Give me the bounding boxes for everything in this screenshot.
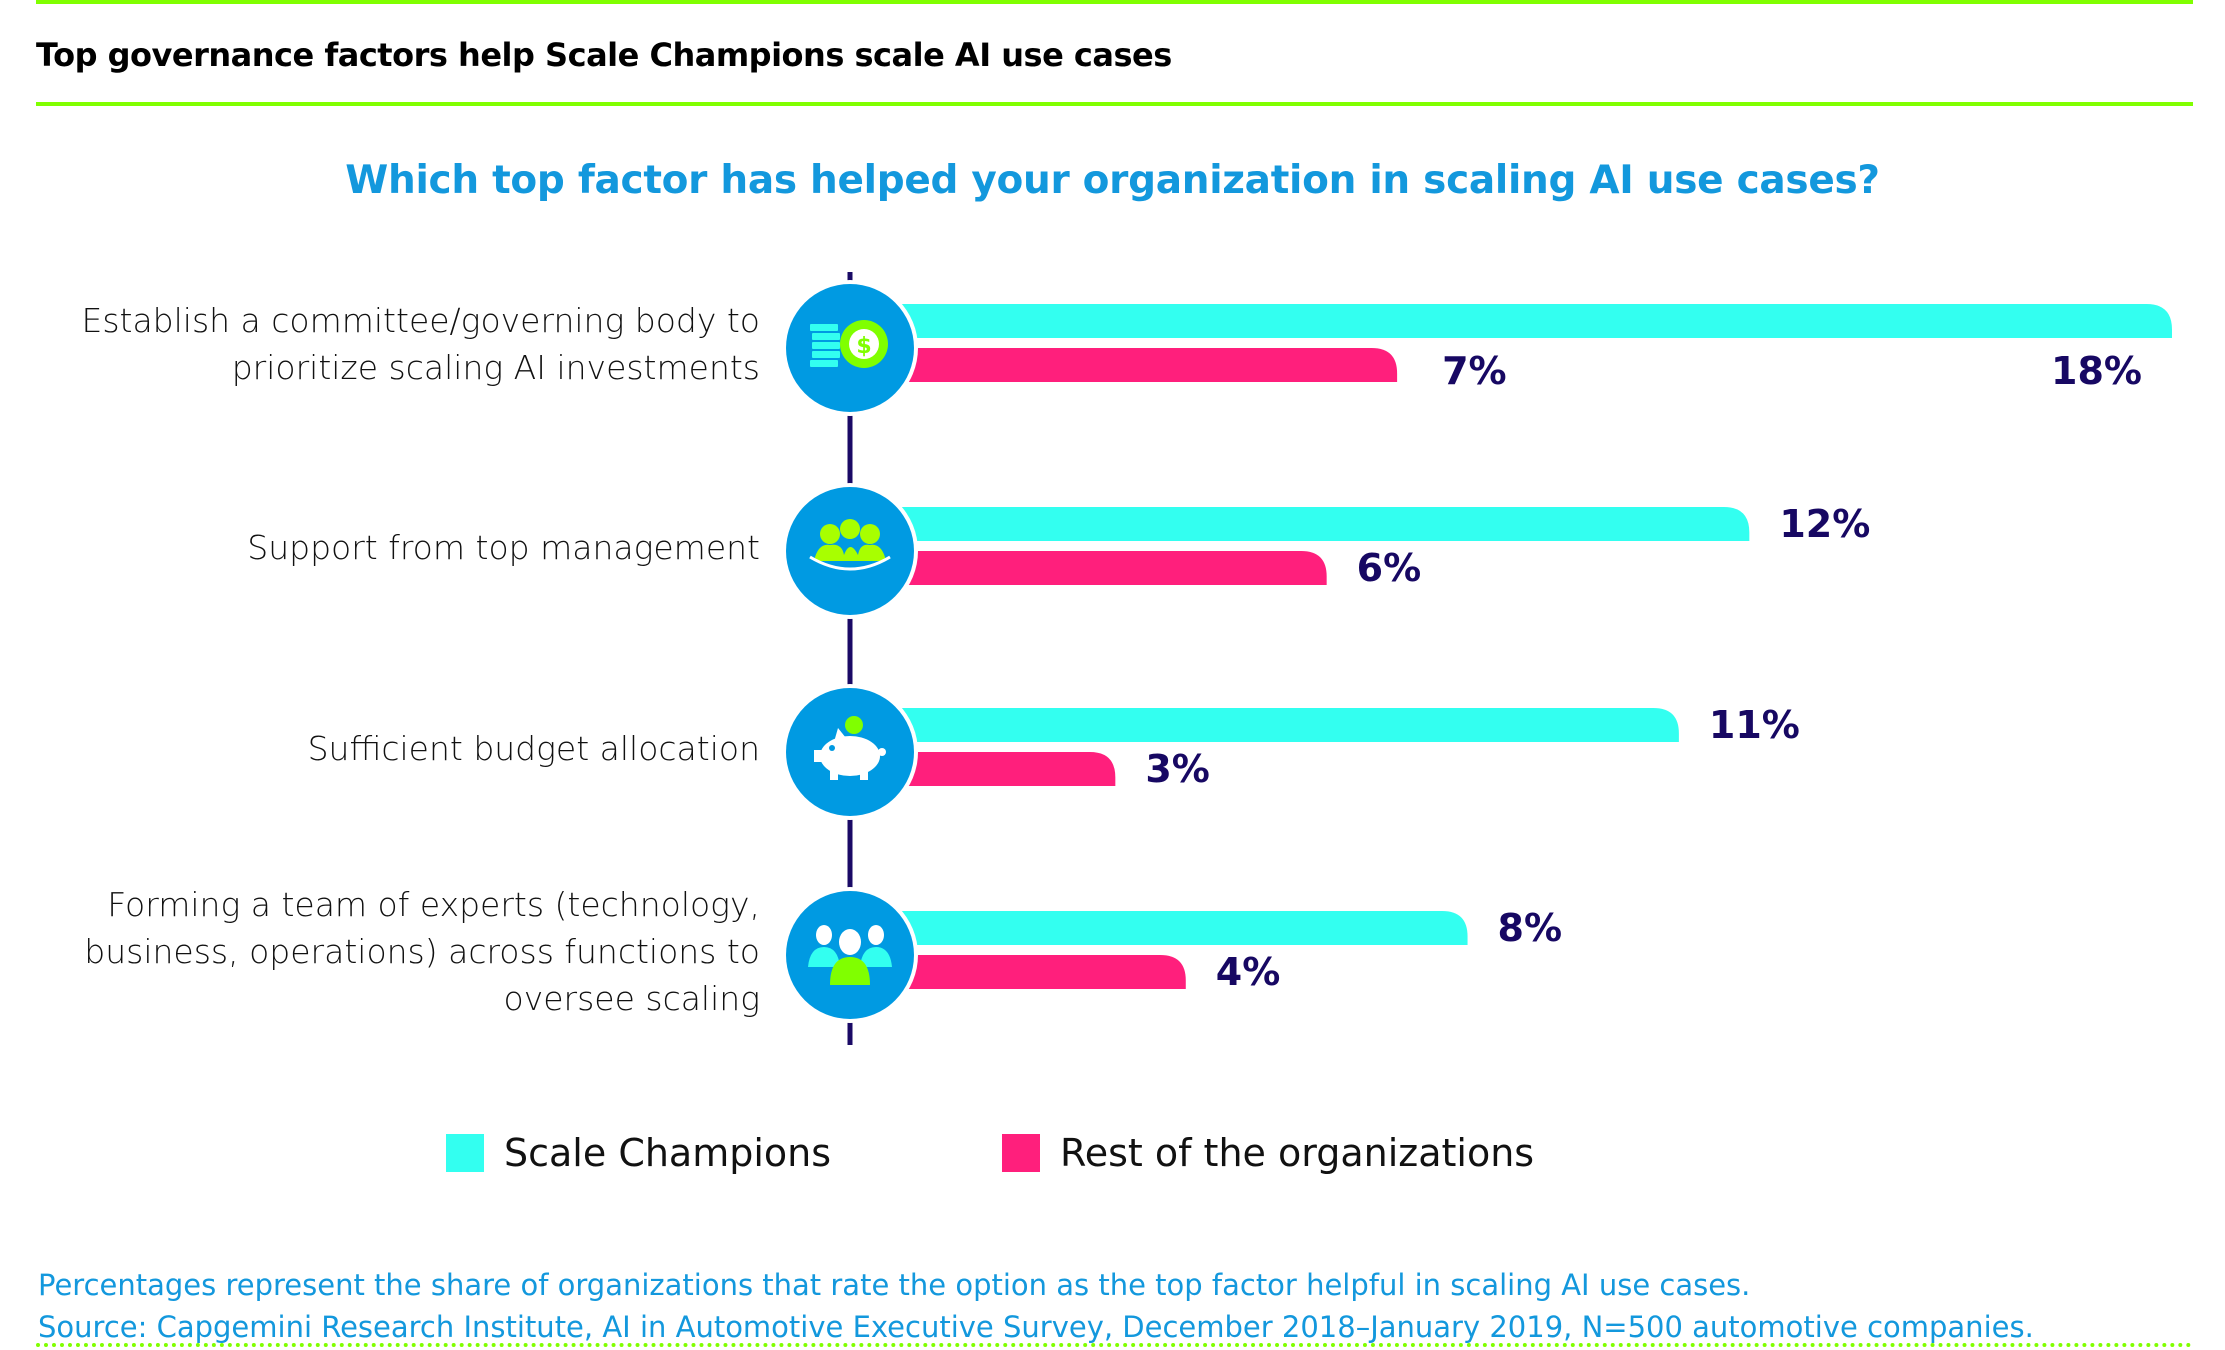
chart-title: Which top factor has helped your organiz… bbox=[345, 158, 1880, 203]
legend-swatch-rest bbox=[1002, 1134, 1040, 1172]
bar-scale-champions bbox=[884, 304, 2172, 338]
value-label: 7% bbox=[1442, 349, 1507, 393]
header-title: Top governance factors help Scale Champi… bbox=[36, 36, 1172, 74]
value-label: 4% bbox=[1216, 950, 1281, 994]
value-label: 8% bbox=[1498, 906, 1563, 950]
bar-rest-of-organizations bbox=[884, 551, 1327, 585]
value-label: 12% bbox=[1779, 502, 1870, 546]
top-rule bbox=[36, 0, 2193, 4]
legend-item-rest: Rest of the organizations bbox=[1002, 1130, 1534, 1176]
category-label: Establish a committee/governing body to p… bbox=[81, 297, 760, 391]
category-label-line: prioritize scaling AI investments bbox=[231, 348, 760, 387]
bar-scale-champions bbox=[884, 911, 1468, 945]
svg-text:$: $ bbox=[856, 334, 871, 359]
value-label: 11% bbox=[1709, 703, 1800, 747]
footer-note: Percentages represent the share of organ… bbox=[38, 1268, 1751, 1302]
category-label-line: Establish a committee/governing body to bbox=[81, 301, 760, 340]
category-label-line: Support from top management bbox=[247, 527, 760, 567]
money-coins-icon: $ bbox=[810, 320, 888, 368]
legend-label: Scale Champions bbox=[504, 1131, 832, 1175]
category-group: 12% 6% bbox=[782, 483, 1870, 619]
category-label-line: business, operations) across functions t… bbox=[84, 931, 760, 971]
category-label: Support from top management bbox=[247, 524, 760, 571]
management-team-icon bbox=[809, 519, 891, 571]
footer-dotted-rule bbox=[36, 1343, 2193, 1347]
legend-swatch-scale-champions bbox=[446, 1134, 484, 1172]
category-group: 18% 7% $ bbox=[782, 280, 2172, 416]
expert-team-icon bbox=[808, 925, 892, 985]
footer-source: Source: Capgemini Research Institute, AI… bbox=[38, 1310, 2034, 1344]
category-group: 11% 3% bbox=[782, 684, 1800, 820]
legend-label: Rest of the organizations bbox=[1060, 1131, 1535, 1175]
category-label-line: oversee scaling bbox=[503, 978, 761, 1018]
category-label-line: Forming a team of experts (technology, bbox=[107, 884, 760, 924]
bar-scale-champions bbox=[884, 708, 1679, 742]
piggy-bank-icon bbox=[814, 716, 886, 780]
value-label: 6% bbox=[1357, 546, 1422, 590]
legend-item-scale-champions: Scale Champions bbox=[446, 1130, 831, 1176]
bar-rest-of-organizations bbox=[884, 955, 1186, 989]
header-rule bbox=[36, 102, 2193, 106]
category-label: Sufficient budget allocation bbox=[308, 725, 760, 772]
value-label: 3% bbox=[1145, 747, 1210, 791]
category-group: 8% 4% bbox=[782, 887, 1562, 1023]
bar-rest-of-organizations bbox=[884, 752, 1116, 786]
bar-scale-champions bbox=[884, 507, 1750, 541]
value-label: 18% bbox=[2051, 349, 2142, 393]
bar-rest-of-organizations bbox=[884, 348, 1398, 382]
category-label-line: Sufficient budget allocation bbox=[307, 728, 760, 768]
category-label: Forming a team of experts (technology, bu… bbox=[84, 881, 760, 1022]
